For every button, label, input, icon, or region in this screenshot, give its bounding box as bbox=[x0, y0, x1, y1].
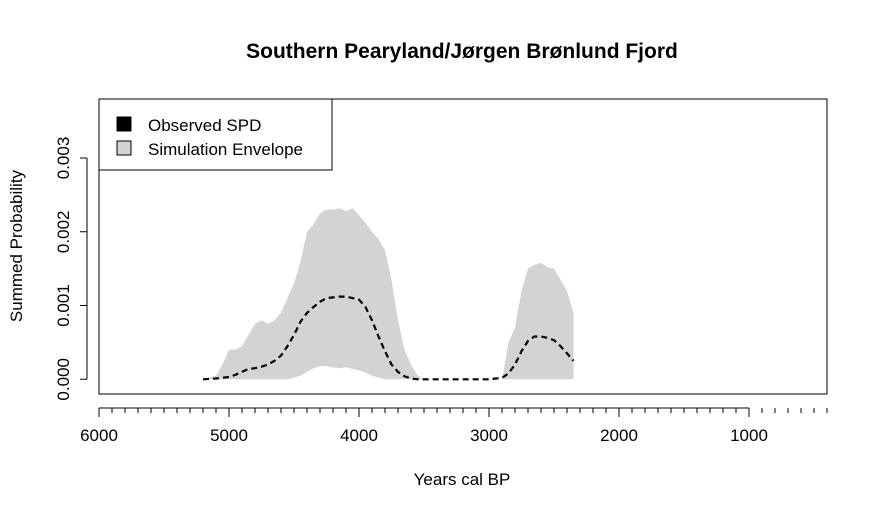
y-tick-label: 0.002 bbox=[54, 211, 73, 254]
x-axis-label: Years cal BP bbox=[414, 470, 511, 489]
x-tick-label: 4000 bbox=[340, 426, 378, 445]
x-tick-label: 2000 bbox=[600, 426, 638, 445]
y-axis-label: Summed Probability bbox=[7, 169, 26, 322]
y-tick-label: 0.001 bbox=[54, 284, 73, 327]
y-tick-label: 0.003 bbox=[54, 137, 73, 180]
simulation-envelope-area bbox=[203, 208, 574, 380]
observed-spd-line bbox=[202, 295, 575, 381]
legend: Observed SPD Simulation Envelope bbox=[98, 98, 333, 171]
envelope-layer bbox=[203, 208, 574, 380]
x-axis: 6000 5000 4000 3000 2000 1000 bbox=[80, 407, 828, 445]
y-axis: 0.000 0.001 0.002 0.003 bbox=[54, 137, 88, 401]
plot-frame bbox=[98, 98, 828, 395]
legend-swatch-envelope bbox=[116, 140, 132, 156]
x-tick-label: 6000 bbox=[80, 426, 118, 445]
y-tick-label: 0.000 bbox=[54, 358, 73, 401]
x-tick-label: 3000 bbox=[470, 426, 508, 445]
legend-swatch-observed bbox=[116, 116, 132, 132]
legend-label-envelope: Simulation Envelope bbox=[148, 140, 303, 159]
legend-box bbox=[98, 98, 333, 171]
x-tick-label: 1000 bbox=[730, 426, 768, 445]
x-tick-label: 5000 bbox=[210, 426, 248, 445]
chart-title: Southern Pearyland/Jørgen Brønlund Fjord bbox=[246, 40, 678, 63]
spd-line-layer bbox=[202, 295, 575, 381]
legend-label-observed: Observed SPD bbox=[148, 116, 261, 135]
